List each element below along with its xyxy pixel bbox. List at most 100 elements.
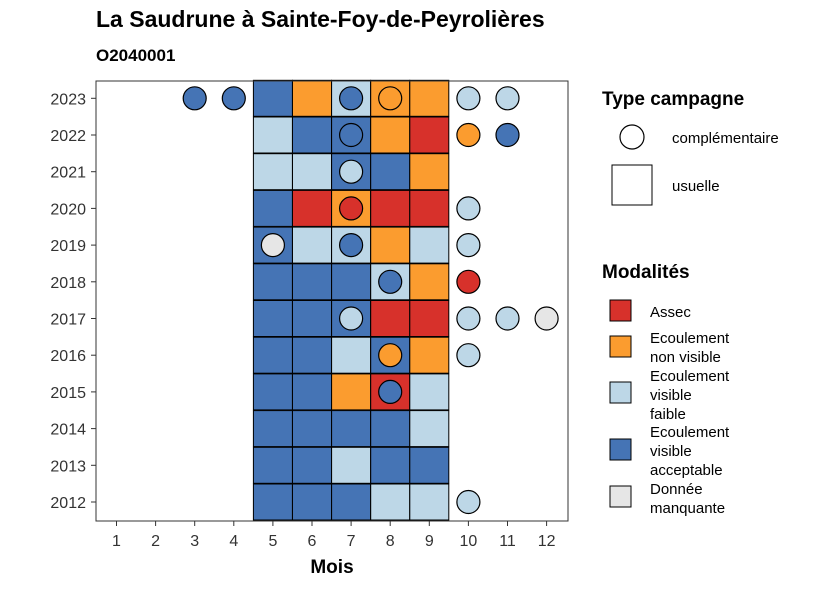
x-tick-label: 1	[112, 533, 121, 550]
usuelle-tile	[252, 263, 293, 301]
x-tick-label: 6	[308, 533, 317, 550]
legend-modalite-label: Ecoulement visible faible	[650, 368, 730, 423]
usuelle-tile	[370, 189, 411, 227]
complementaire-point	[534, 306, 559, 331]
y-axis: 2012 2013 2014 2015 2016 2017 2018 2019 2020 2021…	[50, 91, 96, 512]
legend-modalite-label: Ecoulement non visible	[650, 330, 730, 366]
x-tick-label: 12	[538, 533, 556, 550]
complementaire-point	[456, 306, 481, 331]
complementaire-point	[378, 269, 403, 294]
usuelle-tile	[252, 116, 293, 154]
x-axis: 1 2 3 4 5 6 7 8 9 10 11 12	[112, 521, 556, 550]
usuelle-tile	[252, 483, 293, 521]
y-tick-label: 2016	[50, 348, 86, 365]
usuelle-tile	[370, 226, 411, 264]
complementaire-point	[339, 196, 364, 221]
complementaire-point	[456, 233, 481, 258]
usuelle-tile	[370, 153, 411, 191]
legend-circle-key	[619, 124, 645, 150]
usuelle-tile	[409, 373, 450, 411]
legend-type-title: Type campagne	[602, 89, 744, 110]
usuelle-tile	[331, 446, 372, 484]
usuelle-tile	[409, 300, 450, 337]
y-tick-label: 2022	[50, 128, 86, 145]
usuelle-tile	[409, 79, 450, 117]
legend-label-line: non visible	[650, 349, 721, 366]
y-tick-label: 2012	[50, 495, 86, 512]
legend-key-swatch	[609, 381, 632, 404]
usuelle-tile	[252, 373, 293, 411]
complementaire-point	[495, 122, 520, 148]
usuelle-tile	[331, 373, 372, 411]
usuelle-tile	[292, 226, 332, 264]
complementaire-point	[456, 196, 481, 221]
usuelle-tile	[292, 410, 332, 448]
legend-label-line: visible	[650, 387, 692, 404]
complementaire-point	[339, 122, 364, 148]
usuelle-tile	[292, 373, 332, 411]
y-tick-label: 2023	[50, 91, 86, 108]
usuelle-tile	[409, 116, 450, 154]
complementaire-point	[182, 86, 207, 111]
usuelle-tile	[409, 483, 450, 521]
chart-subtitle: O2040001	[96, 46, 176, 65]
usuelle-tile	[409, 153, 450, 191]
legend-label-line: manquante	[650, 500, 725, 517]
legend-label-line: Ecoulement	[650, 330, 730, 347]
complementaire-point	[456, 86, 481, 111]
complementaire-point	[456, 269, 481, 294]
complementaire-point	[260, 233, 285, 258]
usuelle-tile	[331, 263, 372, 301]
y-tick-label: 2018	[50, 275, 86, 292]
usuelle-tile	[409, 336, 450, 374]
legend-type-campagne: Type campagne complémentaire usuelle	[602, 89, 779, 206]
x-tick-label: 5	[268, 533, 277, 550]
usuelle-tile	[292, 483, 332, 521]
x-tick-label: 9	[425, 533, 434, 550]
legend-square-key	[611, 164, 653, 206]
usuelle-tile	[292, 446, 332, 484]
legend-label-line: Ecoulement	[650, 368, 730, 385]
legend-key-swatch	[609, 299, 632, 322]
usuelle-tile	[252, 336, 293, 374]
x-tick-label: 11	[499, 533, 516, 550]
x-tick-label: 7	[347, 533, 356, 550]
legend-modalite-label: Donnée manquante	[650, 481, 725, 517]
usuelle-tile	[331, 336, 372, 374]
usuelle-tile	[409, 189, 450, 227]
usuelle-tile	[292, 300, 332, 337]
usuelle-tiles	[252, 79, 450, 521]
usuelle-tile	[331, 410, 372, 448]
y-tick-label: 2020	[50, 201, 86, 218]
usuelle-tile	[252, 153, 293, 191]
usuelle-tile	[370, 483, 411, 521]
complementaire-point	[221, 86, 246, 111]
legend-modalite-label: Ecoulement visible acceptable	[650, 424, 730, 479]
legend-label-line: visible	[650, 443, 692, 460]
usuelle-tile	[370, 116, 411, 154]
legend-modalites-title: Modalités	[602, 262, 690, 283]
legend-modalite-label: Assec	[650, 304, 691, 321]
complementaire-point	[456, 343, 481, 368]
usuelle-tile	[370, 410, 411, 448]
x-tick-label: 4	[229, 533, 238, 550]
usuelle-tile	[409, 446, 450, 484]
y-tick-label: 2019	[50, 238, 86, 255]
usuelle-tile	[252, 300, 293, 337]
y-tick-label: 2017	[50, 312, 86, 329]
usuelle-tile	[370, 446, 411, 484]
usuelle-tile	[409, 263, 450, 301]
complementaire-points	[182, 86, 559, 515]
usuelle-tile	[331, 483, 372, 521]
legend-label-line: acceptable	[650, 462, 723, 479]
usuelle-tile	[292, 263, 332, 301]
x-tick-label: 8	[386, 533, 395, 550]
usuelle-tile	[252, 446, 293, 484]
x-tick-label: 2	[151, 533, 160, 550]
legend-key-swatch	[609, 485, 632, 508]
usuelle-tile	[292, 336, 332, 374]
y-tick-label: 2014	[50, 422, 86, 439]
usuelle-tile	[292, 116, 332, 154]
